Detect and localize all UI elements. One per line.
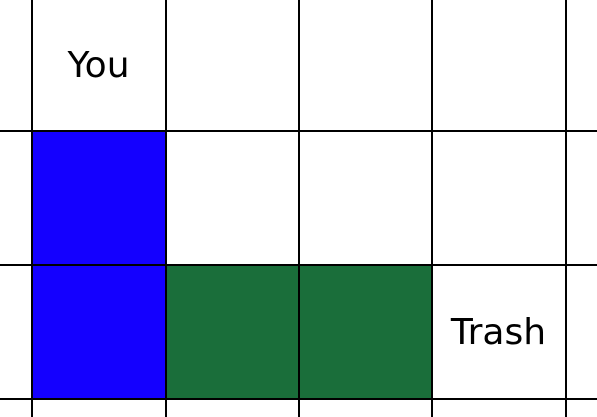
grid-line-vertical: [298, 0, 300, 417]
blue-block-top-label: [32, 131, 165, 265]
blue-block-bottom-label: [32, 265, 165, 399]
blue-block-top[interactable]: [32, 131, 165, 265]
player-cell-label: You: [67, 45, 130, 86]
trash-cell-label: Trash: [450, 311, 547, 353]
grid-line-horizontal: [0, 264, 597, 266]
grid-line-vertical: [31, 0, 33, 417]
player-cell[interactable]: You: [32, 0, 165, 131]
blue-block-bottom[interactable]: [32, 265, 165, 399]
green-block-left-label: [166, 265, 299, 399]
green-block-right-label: [299, 265, 432, 399]
green-block-right[interactable]: [299, 265, 432, 399]
grid-line-vertical: [165, 0, 167, 417]
grid-line-vertical: [431, 0, 433, 417]
grid-line-horizontal: [0, 130, 597, 132]
green-block-left[interactable]: [166, 265, 299, 399]
grid-line-horizontal: [0, 398, 597, 400]
grid-line-vertical: [565, 0, 567, 417]
trash-cell[interactable]: Trash: [432, 265, 565, 399]
